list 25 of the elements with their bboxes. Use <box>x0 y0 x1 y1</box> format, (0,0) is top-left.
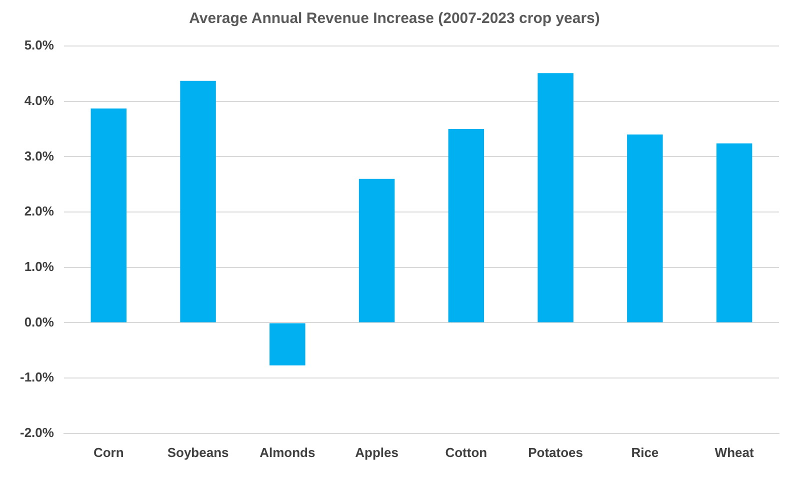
bar <box>358 178 395 322</box>
x-tick-label: Soybeans <box>167 444 229 460</box>
y-tick-label: -1.0% <box>20 370 54 385</box>
y-tick-label: -2.0% <box>20 424 54 440</box>
x-tick-label: Wheat <box>714 444 754 460</box>
bar <box>627 134 663 322</box>
bar <box>716 143 752 322</box>
bar <box>538 73 574 322</box>
x-tick-label: Cotton <box>445 444 488 460</box>
x-tick-label: Rice <box>631 444 659 460</box>
y-tick-label: 5.0% <box>24 38 54 53</box>
bar <box>270 323 306 366</box>
x-tick-label: Almonds <box>260 444 316 460</box>
y-tick-label: 1.0% <box>24 258 54 274</box>
y-tick-label: 4.0% <box>24 92 54 108</box>
x-tick-label: Corn <box>93 444 124 460</box>
bar <box>448 129 484 322</box>
x-tick-label: Potatoes <box>528 444 584 460</box>
y-tick-label: 0.0% <box>24 314 54 330</box>
chart-title: Average Annual Revenue Increase (2007-2023 crop years) <box>189 10 600 28</box>
x-tick-label: Apples <box>355 444 398 460</box>
y-tick-label: 3.0% <box>24 148 54 164</box>
bar <box>90 108 127 322</box>
bar <box>180 80 216 322</box>
y-tick-label: 2.0% <box>24 204 54 219</box>
